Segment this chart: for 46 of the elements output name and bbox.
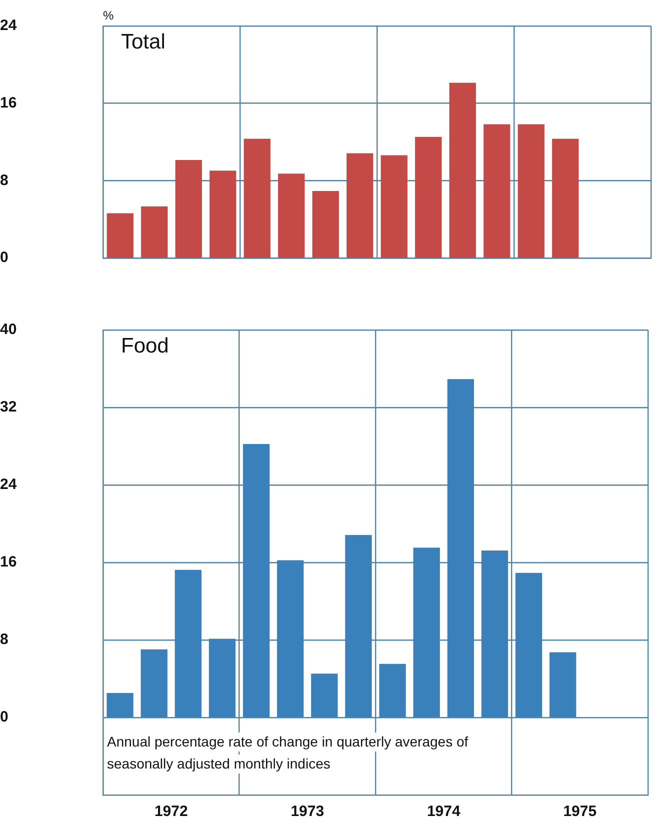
bar: [484, 124, 510, 258]
bar: [518, 124, 544, 258]
bar: [415, 136, 442, 258]
bar: [106, 692, 134, 718]
bar: [141, 206, 168, 258]
bar: [312, 190, 339, 258]
y-tick-label: 8: [0, 631, 8, 648]
y-tick-label: 24: [0, 17, 18, 34]
bar: [106, 213, 134, 258]
annotation: Annual percentage rate of change in quarterly averages of seasonally adjusted monthly indices: [107, 734, 468, 772]
bar: [449, 82, 476, 258]
y-tick-label: 8: [0, 172, 8, 189]
bar: [515, 572, 542, 718]
y-tick-label: 32: [0, 398, 17, 416]
bar: [175, 160, 202, 258]
y-tick-label: 0: [0, 249, 8, 266]
bar: [552, 138, 579, 258]
x-tick-label: 1973: [290, 803, 324, 820]
bar: [481, 550, 508, 718]
bar: [311, 674, 338, 718]
y-axis-title: %: [103, 8, 114, 22]
bar: [208, 638, 236, 718]
bar: [346, 153, 374, 258]
y-tick-label: 16: [0, 94, 17, 112]
bar: [550, 652, 576, 718]
bar: [379, 664, 406, 718]
x-tick-label: 1972: [154, 803, 188, 820]
chart-title: Total: [121, 30, 166, 54]
bar: [413, 548, 440, 718]
bar: [380, 155, 408, 258]
x-tick-label: 1975: [563, 803, 597, 820]
y-tick-label: 0: [0, 708, 8, 726]
bar: [174, 570, 202, 718]
bar: [244, 138, 270, 258]
y-tick-label: 24: [0, 476, 18, 494]
chart-title: Food: [121, 334, 169, 358]
y-tick-label: 16: [0, 554, 17, 571]
bar: [210, 170, 236, 258]
bar: [278, 174, 305, 258]
y-tick-label: 40: [0, 321, 17, 338]
bar: [345, 535, 372, 718]
x-tick-label: 1974: [426, 803, 461, 820]
bar: [277, 560, 304, 718]
bar: [242, 444, 270, 718]
bar: [447, 379, 474, 718]
bar: [140, 649, 168, 718]
